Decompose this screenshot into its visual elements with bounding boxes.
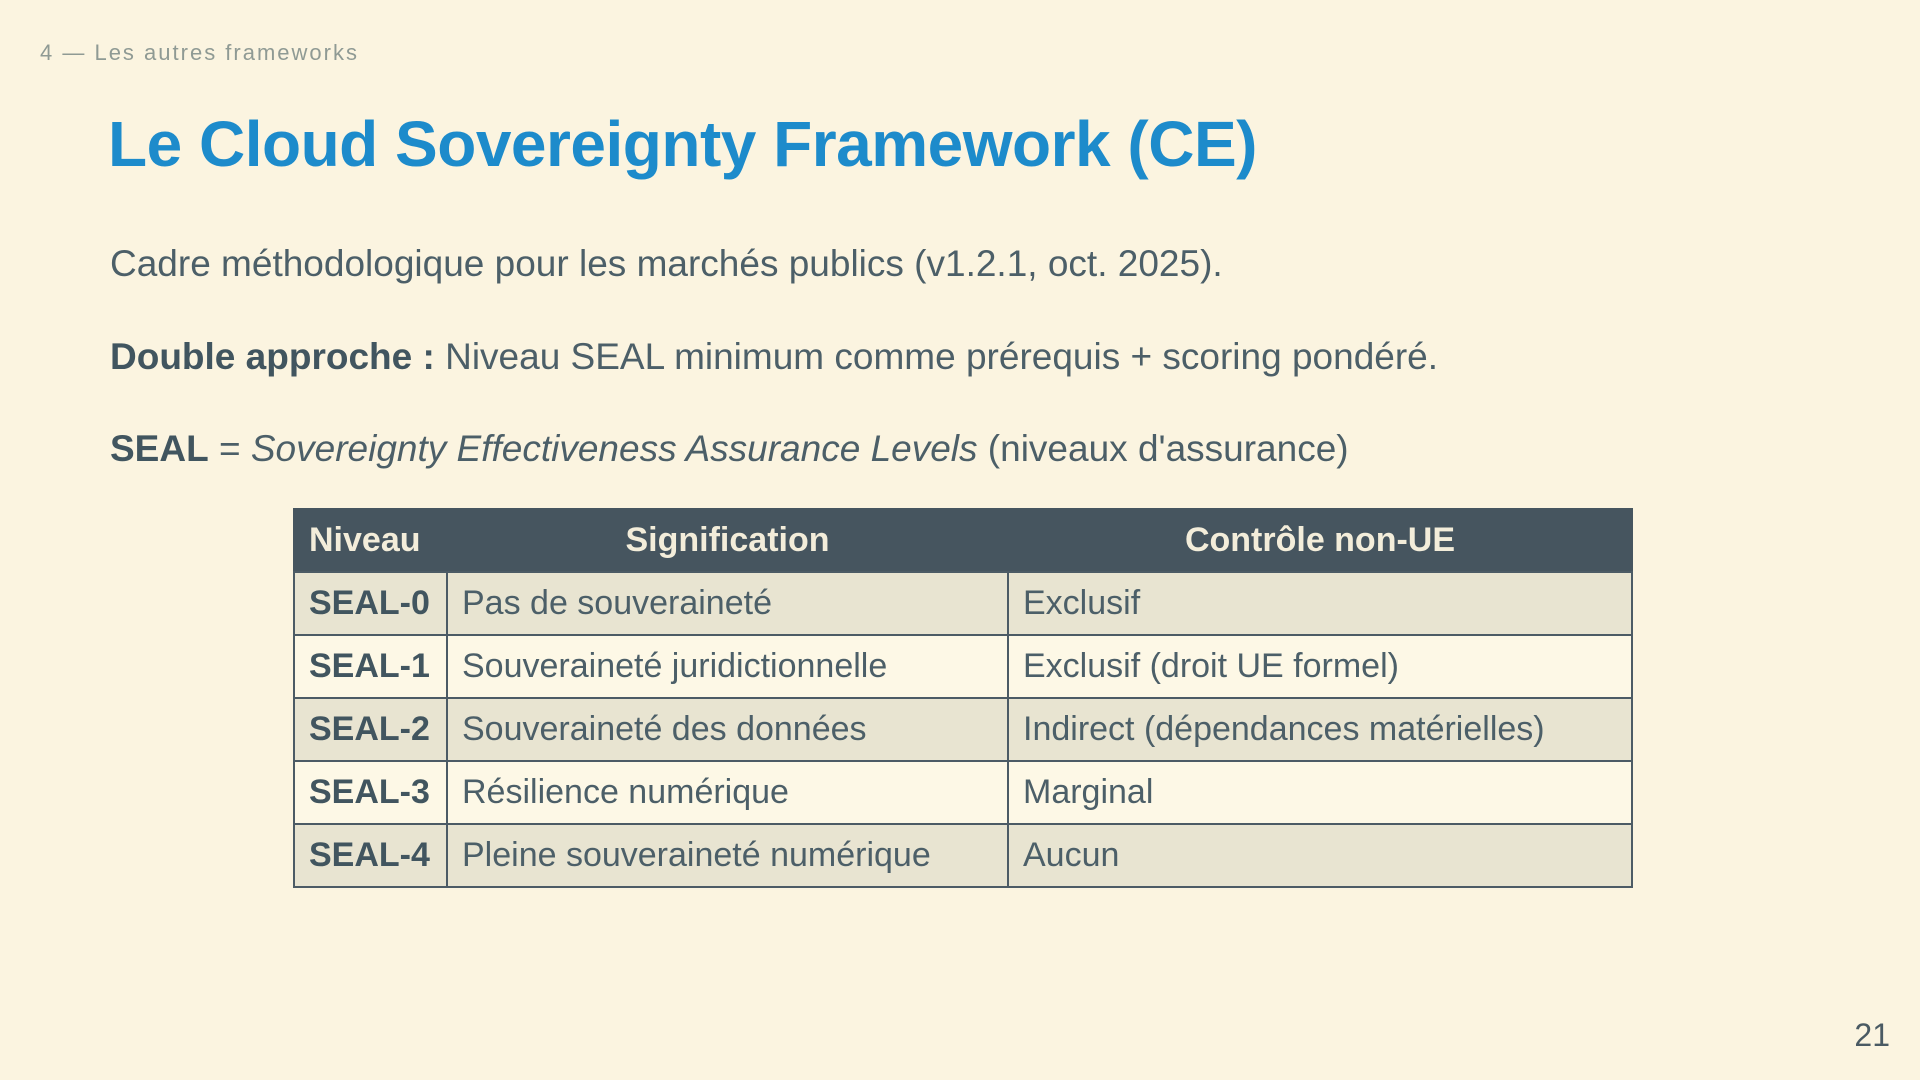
paragraph-intro: Cadre méthodologique pour les marchés pu…	[110, 243, 1223, 284]
seal-definition-suffix: (niveaux d'assurance)	[977, 428, 1349, 469]
table-row: SEAL-0 Pas de souveraineté Exclusif	[293, 571, 1633, 636]
table-row: SEAL-1 Souveraineté juridictionnelle Exclu…	[293, 634, 1633, 699]
cell-signification: Pleine souveraineté numérique	[446, 823, 1009, 888]
page-number: 21	[1854, 1017, 1890, 1053]
table-row: SEAL-2 Souveraineté des données Indirect (…	[293, 697, 1633, 762]
cell-seal-level: SEAL-0	[293, 571, 448, 636]
paragraph-double-approche-text: Niveau SEAL minimum comme prérequis + sc…	[434, 336, 1439, 377]
table-row: SEAL-4 Pleine souveraineté numérique Aucun	[293, 823, 1633, 888]
cell-seal-level: SEAL-4	[293, 823, 448, 888]
cell-controle-non-ue: Indirect (dépendances matérielles)	[1007, 697, 1633, 762]
slide-title: Le Cloud Sovereignty Framework (CE)	[108, 108, 1257, 180]
seal-acronym: SEAL	[110, 428, 209, 469]
seal-equals: =	[208, 428, 251, 469]
paragraph-seal-definition: SEAL = Sovereignty Effectiveness Assuran…	[110, 427, 1349, 471]
cell-seal-level: SEAL-3	[293, 760, 448, 825]
cell-seal-level: SEAL-1	[293, 634, 448, 699]
cell-signification: Pas de souveraineté	[446, 571, 1009, 636]
table-body: SEAL-0 Pas de souveraineté Exclusif SEAL-1 S…	[293, 571, 1633, 888]
seal-expansion: Sovereignty Effectiveness Assurance Leve…	[250, 428, 978, 469]
cell-seal-level: SEAL-2	[293, 697, 448, 762]
table-header-row: Niveau Signification Contrôle non-UE	[293, 508, 1633, 573]
cell-signification: Souveraineté des données	[446, 697, 1009, 762]
table-header-cell: Niveau	[293, 508, 448, 573]
cell-controle-non-ue: Marginal	[1007, 760, 1633, 825]
table-row: SEAL-3 Résilience numérique Marginal	[293, 760, 1633, 825]
table-header-cell: Contrôle non-UE	[1007, 508, 1633, 573]
cell-signification: Souveraineté juridictionnelle	[446, 634, 1009, 699]
cell-controle-non-ue: Exclusif	[1007, 571, 1633, 636]
cell-signification: Résilience numérique	[446, 760, 1009, 825]
section-label: 4 — Les autres frameworks	[40, 40, 359, 65]
cell-controle-non-ue: Exclusif (droit UE formel)	[1007, 634, 1633, 699]
seal-levels-table: Niveau Signification Contrôle non-UE SEAL-…	[293, 508, 1633, 888]
paragraph-double-approche-lead: Double approche :	[110, 336, 435, 377]
paragraph-double-approche: Double approche : Niveau SEAL minimum co…	[110, 335, 1438, 379]
table-header-cell: Signification	[446, 508, 1009, 573]
cell-controle-non-ue: Aucun	[1007, 823, 1633, 888]
